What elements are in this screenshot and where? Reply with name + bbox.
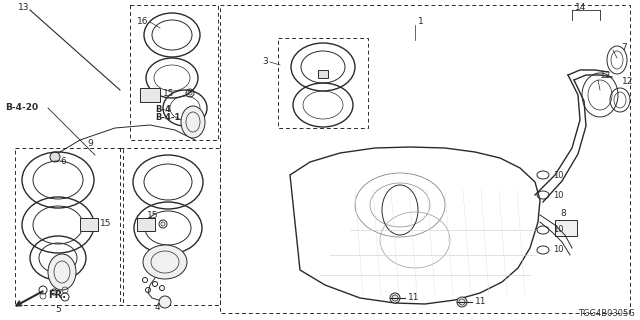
Text: B-4: B-4 [155, 106, 171, 115]
Circle shape [159, 296, 171, 308]
Bar [140, 88, 160, 102]
Text: 10: 10 [553, 226, 563, 235]
Text: 8: 8 [560, 209, 566, 218]
Ellipse shape [48, 254, 76, 290]
Text: 11: 11 [475, 298, 486, 307]
Text: 15: 15 [163, 89, 175, 98]
Text: 12: 12 [600, 70, 611, 79]
Ellipse shape [143, 245, 187, 279]
Circle shape [50, 152, 60, 162]
Text: 10: 10 [553, 190, 563, 199]
Text: 10: 10 [553, 245, 563, 254]
Bar [130, 5, 218, 140]
Ellipse shape [181, 106, 205, 138]
Text: 1: 1 [418, 18, 424, 27]
Text: 6: 6 [60, 157, 66, 166]
Bar [80, 218, 98, 231]
Text: TGG4B0305G: TGG4B0305G [579, 309, 635, 318]
Text: 7: 7 [621, 44, 627, 52]
Circle shape [390, 293, 400, 303]
Bar [220, 5, 630, 313]
Text: 14: 14 [575, 3, 586, 12]
Text: B-4-20: B-4-20 [5, 103, 38, 113]
Bar [137, 218, 155, 231]
Text: 16: 16 [137, 18, 148, 27]
Text: 10: 10 [553, 171, 563, 180]
Bar [555, 220, 577, 236]
Text: 4: 4 [155, 303, 161, 313]
Text: 5: 5 [55, 306, 61, 315]
Text: 9: 9 [87, 139, 93, 148]
Text: 11: 11 [408, 293, 419, 302]
Text: 15: 15 [100, 220, 111, 228]
Text: 15: 15 [147, 211, 159, 220]
Bar [278, 38, 368, 128]
Circle shape [457, 297, 467, 307]
Text: 13: 13 [18, 4, 29, 12]
Text: 3: 3 [262, 58, 268, 67]
Text: B-4-1: B-4-1 [155, 114, 180, 123]
Text: FR.: FR. [48, 290, 66, 300]
Text: 12: 12 [622, 77, 634, 86]
Bar [318, 70, 328, 78]
Bar [15, 148, 123, 305]
Bar [120, 148, 220, 305]
